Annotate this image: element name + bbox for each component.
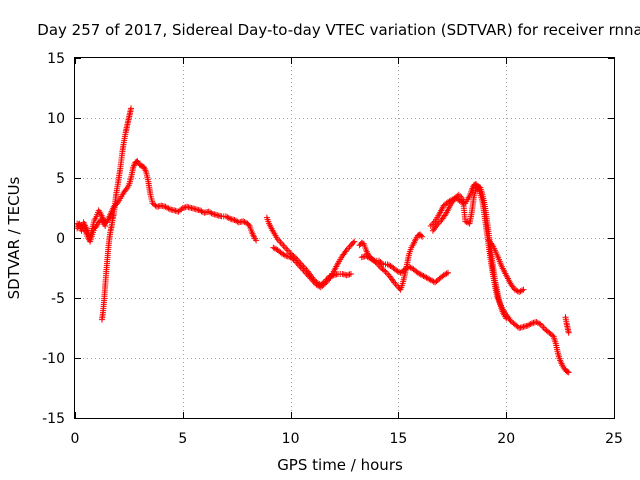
y-tick-label: 15 (47, 51, 65, 67)
y-tick-label: 10 (47, 111, 65, 127)
data-point (253, 237, 260, 244)
data-point (527, 321, 534, 327)
data-point (444, 269, 451, 276)
x-tick-label: 15 (389, 431, 407, 447)
y-tick-label: 5 (56, 171, 65, 187)
data-point (520, 286, 527, 293)
plot-frame (74, 57, 615, 419)
x-tick-label: 5 (178, 431, 187, 447)
data-point (350, 239, 357, 246)
series-trace-2 (74, 217, 109, 245)
axis-ticks (75, 58, 615, 419)
data-point (102, 223, 109, 229)
y-tick-label: -10 (42, 351, 65, 367)
data-point (378, 260, 385, 267)
series-trace-1 (74, 158, 260, 244)
series-trace-10 (485, 237, 527, 295)
data-point (519, 287, 526, 294)
data-points (74, 105, 572, 376)
data-point (225, 215, 232, 221)
data-point (347, 271, 354, 277)
series-trace-3 (98, 105, 135, 323)
data-point (565, 329, 572, 336)
data-point (370, 257, 377, 263)
x-tick-label: 0 (71, 431, 80, 447)
series-trace-5 (270, 238, 358, 291)
y-tick-label: 0 (56, 231, 65, 247)
y-tick-label: -5 (51, 291, 65, 307)
data-point (281, 252, 288, 259)
x-tick-label: 20 (497, 431, 515, 447)
x-axis-label: GPS time / hours (277, 456, 403, 474)
data-point (418, 232, 425, 239)
data-point (165, 205, 172, 212)
data-point (245, 221, 252, 228)
chart-title: Day 257 of 2017, Sidereal Day-to-day VTE… (37, 21, 640, 39)
series-trace-6 (356, 231, 426, 293)
data-point (443, 270, 450, 277)
y-tick-label: -15 (42, 411, 65, 427)
x-tick-label: 25 (605, 431, 623, 447)
y-tick-labels: -15 -10 -5 0 5 10 15 (42, 51, 65, 427)
data-point (128, 105, 135, 112)
x-tick-labels: 0 5 10 15 20 25 (71, 431, 623, 447)
series-trace-11 (562, 314, 572, 336)
data-point (320, 281, 327, 288)
data-point (419, 233, 426, 240)
data-point (290, 256, 297, 263)
x-tick-label: 10 (282, 431, 300, 447)
data-point (208, 210, 215, 217)
data-point (386, 262, 393, 269)
data-point (381, 267, 388, 274)
y-axis-label: SDTVAR / TECUs (5, 176, 23, 299)
grid (75, 58, 614, 418)
series-trace-7 (358, 253, 451, 286)
data-point (565, 369, 572, 376)
data-point (351, 238, 358, 245)
data-point (503, 315, 510, 322)
data-point (564, 368, 571, 375)
